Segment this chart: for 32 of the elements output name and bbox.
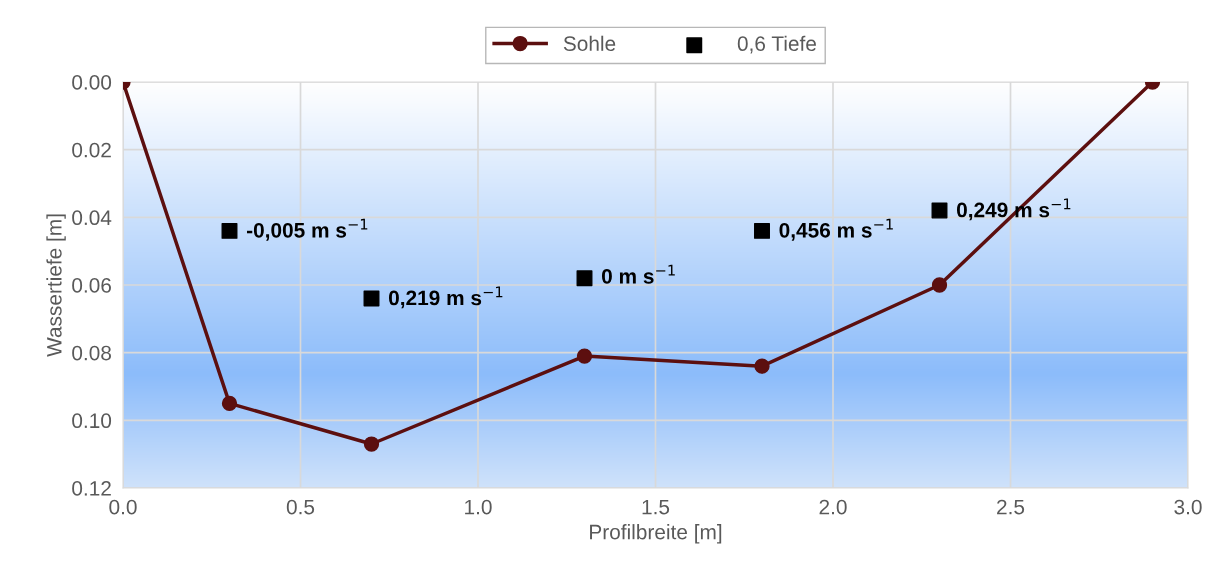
point: [363, 290, 380, 307]
legend-label: Sohle: [563, 35, 616, 52]
y-tick-label: 0.10: [72, 413, 112, 429]
x-tick-label: 0.5: [286, 499, 315, 515]
y-tick-label: 0.06: [72, 278, 111, 293]
x-tick-label: 3.0: [1174, 499, 1202, 515]
point: [576, 270, 593, 287]
point: [221, 222, 238, 239]
y-tick-label: 0.04: [72, 210, 112, 226]
y-tick-label: 0.12: [72, 481, 111, 496]
x-axis-title: Profilbreite [m]: [590, 524, 722, 544]
legend-label: 0,6 Tiefe: [737, 35, 816, 54]
point: [221, 395, 238, 412]
x-tick-label: 1.5: [642, 499, 670, 515]
y-tick-label: 0.00: [72, 75, 112, 90]
point: [931, 202, 948, 219]
y-tick-label: 0.02: [72, 142, 111, 158]
point: [931, 277, 948, 293]
data-label: -0,005 m s$^{−1}$: [246, 218, 368, 241]
x-tick-label: 2.0: [819, 499, 847, 515]
point: [754, 358, 770, 374]
x-tick-label: 2.5: [997, 499, 1025, 515]
data-label: 0 m s$^{−1}$: [601, 264, 675, 284]
point: [576, 348, 593, 364]
y-axis-title: Wassertiefe [m]: [46, 214, 66, 357]
data-label: 0,456 m s$^{−1}$: [779, 218, 893, 241]
y-tick-label: 0.08: [72, 345, 111, 361]
point: [754, 222, 770, 239]
point: [363, 436, 380, 452]
data-label: 0,219 m s$^{−1}$: [388, 286, 503, 309]
x-tick-label: 1.0: [465, 499, 492, 515]
x-tick-label: 0.0: [109, 499, 137, 515]
